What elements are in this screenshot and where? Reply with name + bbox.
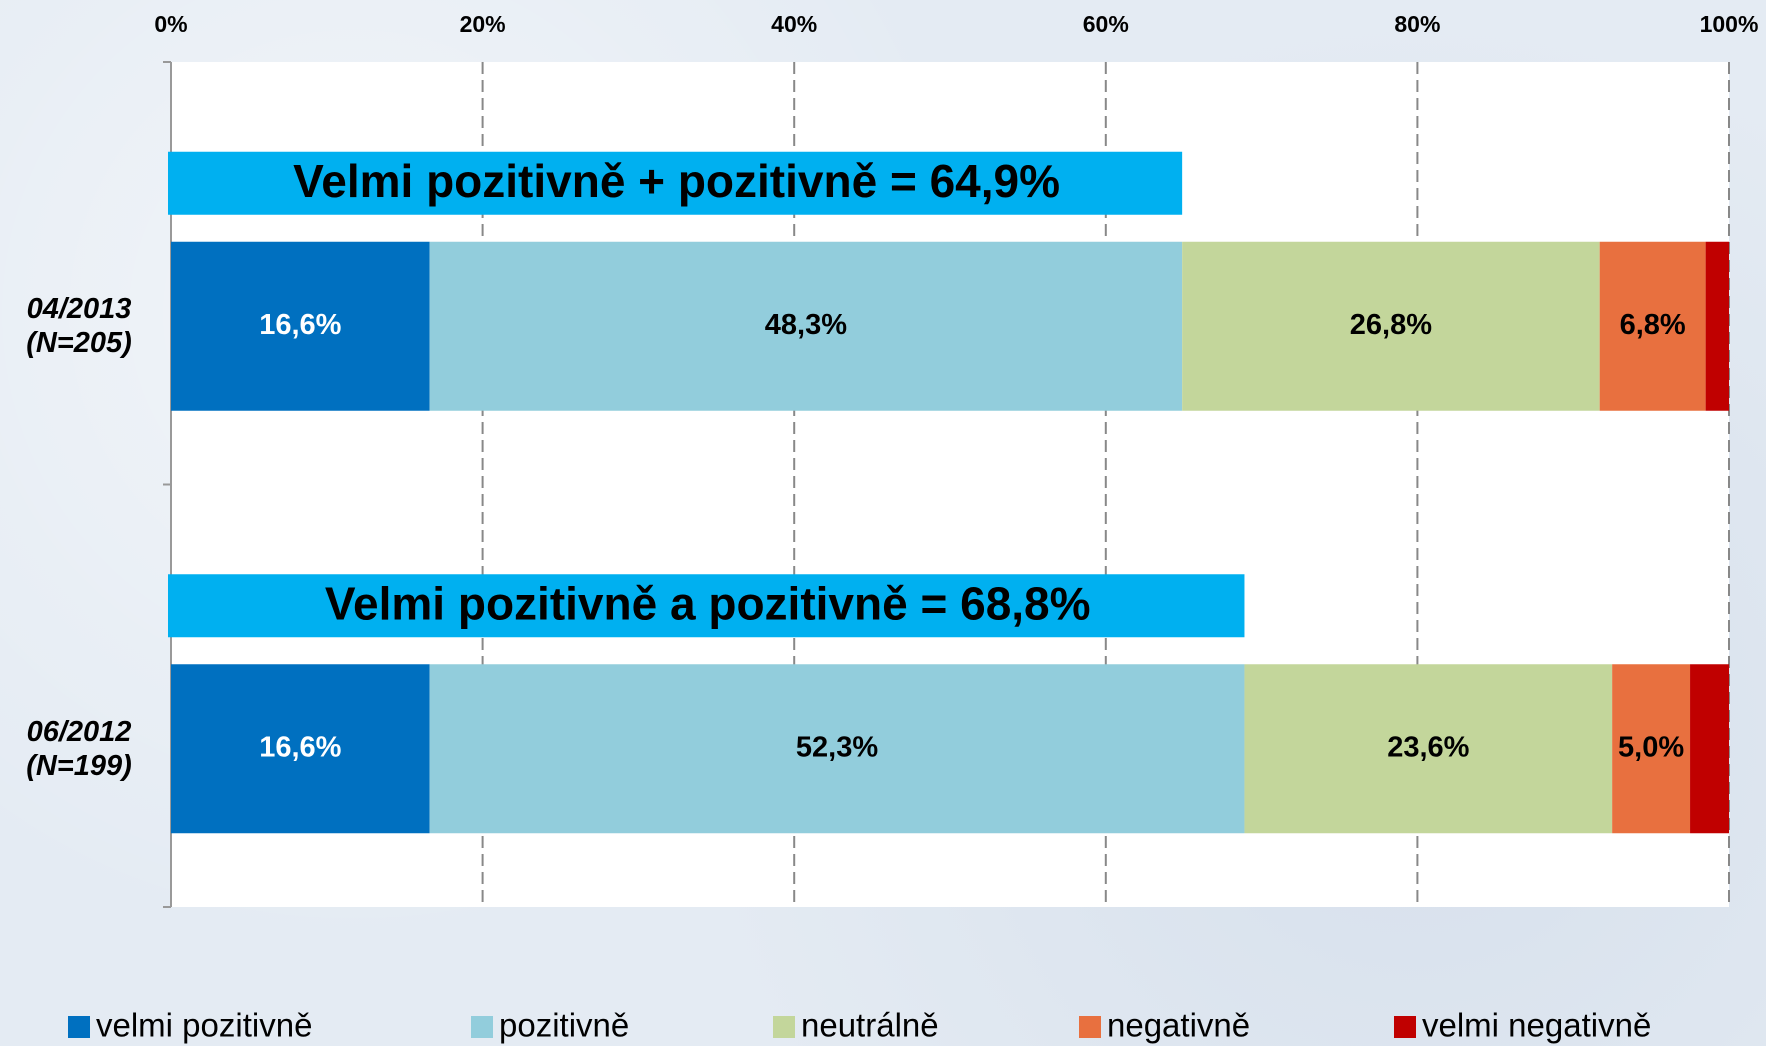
value-label: 5,0% (1618, 731, 1684, 763)
bar-segment (1244, 664, 1613, 834)
bar-segment (171, 664, 430, 834)
bar-segment (171, 241, 430, 411)
bar-segment (1599, 241, 1706, 411)
value-label: 16,6% (259, 731, 341, 763)
legend-swatch (773, 1016, 795, 1038)
value-label: 52,3% (796, 731, 878, 763)
category-label: 06/2012 (N=199) (26, 715, 132, 782)
annotation: Velmi pozitivně + pozitivně = 64,9% (293, 155, 1060, 207)
annotation: Velmi pozitivně a pozitivně = 68,8% (325, 577, 1091, 629)
bar-segment (1612, 664, 1691, 834)
legend-label: pozitivně (499, 1007, 629, 1044)
legend-swatch (1079, 1016, 1101, 1038)
value-label: 6,8% (1620, 309, 1686, 341)
x-tick-label: 60% (1083, 11, 1129, 37)
bar-segment (1182, 241, 1600, 411)
annotation-box (168, 574, 1245, 638)
legend-label: neutrálně (801, 1007, 939, 1044)
legend-label: velmi negativně (1422, 1007, 1651, 1044)
bar-segment (429, 241, 1183, 411)
legend-swatch (1394, 1016, 1416, 1038)
x-tick-label: 40% (771, 11, 817, 37)
legend-label: velmi pozitivně (96, 1007, 312, 1044)
annotation-box (168, 151, 1183, 215)
bar-segment (1690, 664, 1729, 834)
bar-segment (429, 664, 1245, 834)
x-tick-label: 80% (1394, 11, 1440, 37)
value-label: 26,8% (1350, 309, 1432, 341)
bar-segment (1705, 241, 1729, 411)
x-tick-label: 0% (154, 11, 187, 37)
x-tick-label: 20% (460, 11, 506, 37)
value-label: 23,6% (1387, 731, 1469, 763)
value-label: 16,6% (259, 309, 341, 341)
legend-swatch (68, 1016, 90, 1038)
value-label: 48,3% (765, 309, 847, 341)
legend-swatch (471, 1016, 493, 1038)
x-tick-label: 100% (1700, 11, 1759, 37)
legend-label: negativně (1107, 1007, 1250, 1044)
category-label: 04/2013 (N=205) (26, 293, 132, 360)
